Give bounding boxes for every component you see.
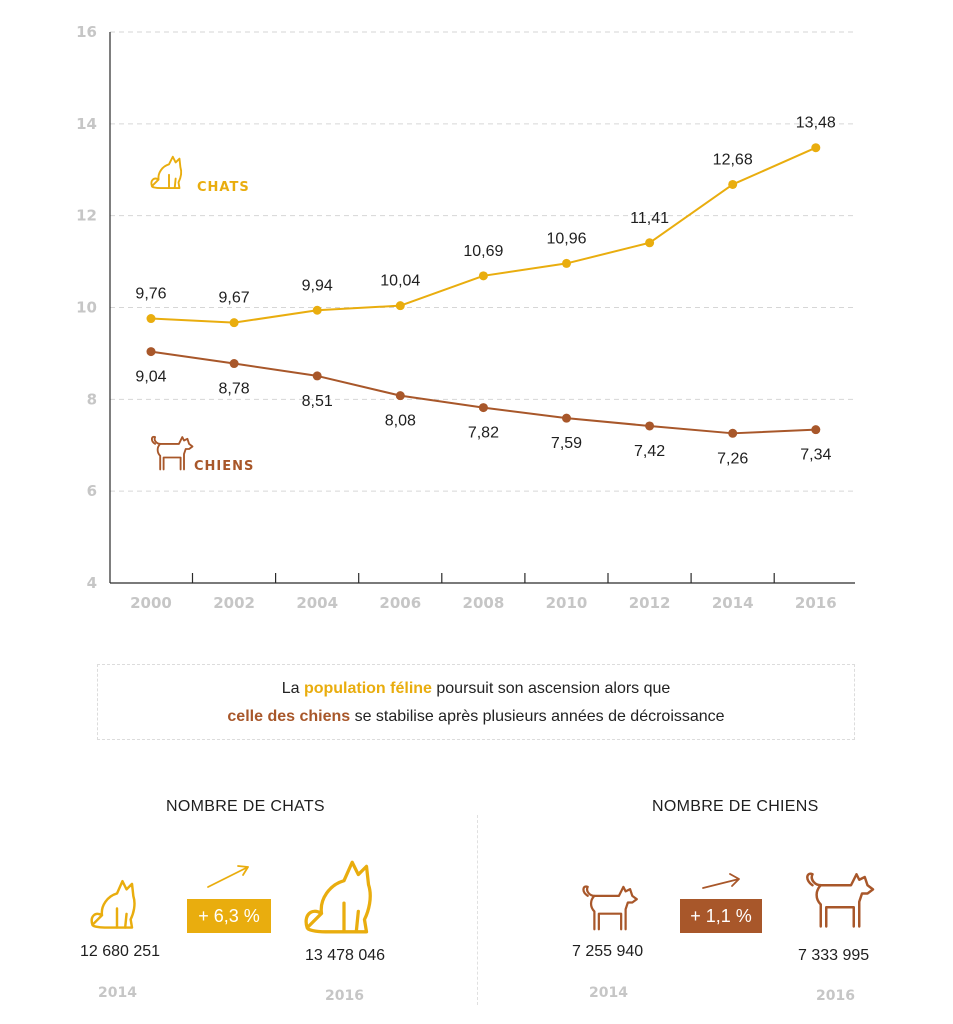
dogs-start-year: 2014 (589, 985, 628, 1001)
dog-icon (806, 872, 875, 928)
caption-highlight-dogs: celle des chiens (227, 708, 351, 725)
cats-start-year: 2014 (98, 985, 137, 1001)
cats-start-value: 12 680 251 (80, 943, 161, 960)
data-point-chiens (478, 403, 488, 413)
stats-divider (477, 815, 478, 1005)
cat-icon (150, 155, 183, 190)
data-label-chiens: 8,51 (302, 393, 333, 410)
data-point-chats (395, 301, 405, 311)
data-point-chats (229, 318, 239, 328)
data-point-chats (146, 314, 156, 324)
x-tick-label: 2008 (463, 594, 505, 612)
arrow-up-right-icon (207, 865, 249, 888)
x-tick-label: 2002 (213, 594, 255, 612)
series-line-chats (150, 146, 817, 324)
legend-label-chiens: CHIENS (194, 459, 254, 474)
data-label-chats: 13,48 (796, 115, 836, 132)
data-point-chats (811, 143, 821, 153)
legend-chats: CHATS (150, 155, 250, 195)
data-point-chats (728, 179, 738, 189)
cat-icon (304, 860, 372, 934)
data-label-chats: 9,94 (302, 277, 333, 294)
caption-line-1: La population féline poursuit son ascens… (98, 675, 854, 703)
data-point-chiens (645, 421, 655, 431)
data-label-chats: 9,67 (219, 290, 250, 307)
cats-change-badge: + 6,3 % (187, 899, 271, 933)
y-tick-label: 16 (76, 23, 97, 41)
dog-icon (150, 435, 194, 471)
y-tick-label: 10 (76, 299, 97, 317)
data-point-chats (562, 258, 571, 268)
y-tick-label: 6 (87, 482, 97, 500)
dogs-end-value: 7 333 995 (798, 947, 870, 964)
dog-icon (582, 885, 638, 931)
data-point-chats (645, 238, 655, 248)
data-label-chiens: 7,42 (634, 443, 665, 460)
y-tick-label: 4 (87, 574, 97, 592)
data-point-chiens (728, 428, 738, 438)
data-point-chats (478, 271, 488, 281)
caption-highlight-cats: population féline (303, 680, 432, 697)
dogs-end-year: 2016 (816, 988, 855, 1004)
caption-text: La (281, 680, 304, 697)
dogs-stat-title: NOMBRE DE CHIENS (652, 798, 819, 815)
legend-label-chats: CHATS (197, 180, 250, 195)
x-tick-label: 2010 (546, 594, 588, 612)
x-tick-label: 2014 (712, 594, 754, 612)
data-label-chats: 12,68 (713, 151, 753, 168)
data-label-chats: 10,96 (546, 230, 586, 247)
x-tick-label: 2016 (795, 594, 837, 612)
x-tick-label: 2006 (379, 594, 421, 612)
data-label-chats: 10,69 (463, 243, 503, 260)
data-label-chiens: 7,82 (468, 425, 499, 442)
data-point-chiens (811, 425, 821, 435)
arrow-up-right-icon (702, 873, 740, 889)
data-point-chiens (312, 371, 322, 381)
caption-text: poursuit son ascension alors que (431, 680, 671, 697)
data-label-chats: 10,04 (380, 273, 420, 290)
legend-chiens: CHIENS (150, 435, 254, 474)
data-label-chiens: 8,08 (385, 413, 416, 430)
line-chart: 4 6 8 10 12 14 16 2000 2002 2004 2006 2008 2010 2012 2… (76, 23, 855, 612)
data-label-chats: 9,76 (135, 286, 166, 303)
cat-icon (90, 879, 136, 929)
series-line-chiens (150, 350, 816, 435)
data-point-chats (312, 305, 322, 315)
y-tick-label: 14 (76, 115, 97, 133)
y-tick-label: 8 (87, 390, 97, 408)
cats-stat-title: NOMBRE DE CHATS (166, 798, 325, 815)
data-label-chiens: 9,04 (135, 369, 166, 386)
cats-end-year: 2016 (325, 988, 364, 1004)
x-tick-label: 2004 (296, 594, 338, 612)
x-tick-label: 2000 (130, 594, 172, 612)
data-label-chiens: 7,26 (717, 450, 748, 467)
data-label-chiens: 8,78 (219, 381, 250, 398)
data-label-chats: 11,41 (630, 210, 669, 227)
data-label-chiens: 7,34 (800, 447, 831, 464)
data-point-chiens (229, 359, 239, 369)
cats-end-value: 13 478 046 (305, 947, 386, 964)
data-point-chiens (562, 413, 571, 423)
caption-line-2: celle des chiens se stabilise après plus… (98, 703, 854, 731)
y-tick-label: 12 (76, 207, 97, 225)
summary-caption: La population féline poursuit son ascens… (97, 664, 855, 740)
data-point-chiens (395, 391, 405, 401)
caption-text: se stabilise après plusieurs années de d… (350, 708, 725, 725)
data-point-chiens (146, 347, 156, 357)
x-tick-label: 2012 (629, 594, 671, 612)
dogs-change-badge: + 1,1 % (680, 899, 762, 933)
dogs-start-value: 7 255 940 (572, 943, 644, 960)
data-label-chiens: 7,59 (551, 435, 582, 452)
